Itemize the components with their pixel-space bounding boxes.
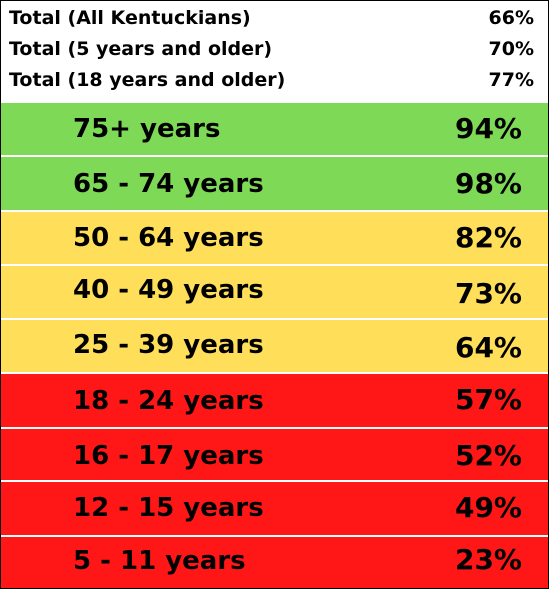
age-row-18-24: 18 - 24 years 57% bbox=[1, 374, 548, 427]
totals-section: Total (All Kentuckians) 66% Total (5 yea… bbox=[1, 1, 548, 101]
total-label: Total (18 years and older) bbox=[9, 69, 286, 91]
age-label: 18 - 24 years bbox=[73, 386, 264, 416]
total-label: Total (All Kentuckians) bbox=[9, 7, 251, 29]
age-row-65-74: 65 - 74 years 98% bbox=[1, 157, 548, 210]
age-value: 94% bbox=[454, 112, 522, 145]
total-value: 77% bbox=[488, 69, 534, 91]
age-label: 25 - 39 years bbox=[73, 330, 264, 360]
total-row-all: Total (All Kentuckians) 66% bbox=[1, 4, 548, 35]
age-label: 12 - 15 years bbox=[73, 493, 264, 523]
age-value: 57% bbox=[454, 383, 522, 416]
age-value: 73% bbox=[454, 277, 522, 310]
age-row-75-plus: 75+ years 94% bbox=[1, 103, 548, 155]
age-label: 75+ years bbox=[73, 114, 221, 144]
age-label: 16 - 17 years bbox=[73, 441, 264, 471]
total-label: Total (5 years and older) bbox=[9, 38, 273, 60]
total-row-5-plus: Total (5 years and older) 70% bbox=[1, 35, 548, 66]
age-value: 23% bbox=[454, 543, 522, 576]
total-value: 70% bbox=[488, 38, 534, 60]
age-label: 50 - 64 years bbox=[73, 223, 264, 253]
age-row-16-17: 16 - 17 years 52% bbox=[1, 429, 548, 480]
age-row-25-39: 25 - 39 years 64% bbox=[1, 320, 548, 372]
total-row-18-plus: Total (18 years and older) 77% bbox=[1, 66, 548, 97]
age-row-5-11: 5 - 11 years 23% bbox=[1, 537, 548, 588]
age-value: 98% bbox=[454, 167, 522, 200]
age-value: 82% bbox=[454, 221, 522, 254]
total-value: 66% bbox=[488, 7, 534, 29]
age-row-50-64: 50 - 64 years 82% bbox=[1, 212, 548, 264]
age-value: 64% bbox=[454, 331, 522, 364]
age-label: 40 - 49 years bbox=[73, 275, 264, 305]
age-label: 5 - 11 years bbox=[73, 546, 246, 576]
age-value: 49% bbox=[454, 491, 522, 524]
age-value: 52% bbox=[454, 439, 522, 472]
age-row-12-15: 12 - 15 years 49% bbox=[1, 482, 548, 535]
age-label: 65 - 74 years bbox=[73, 169, 264, 199]
age-row-40-49: 40 - 49 years 73% bbox=[1, 266, 548, 318]
